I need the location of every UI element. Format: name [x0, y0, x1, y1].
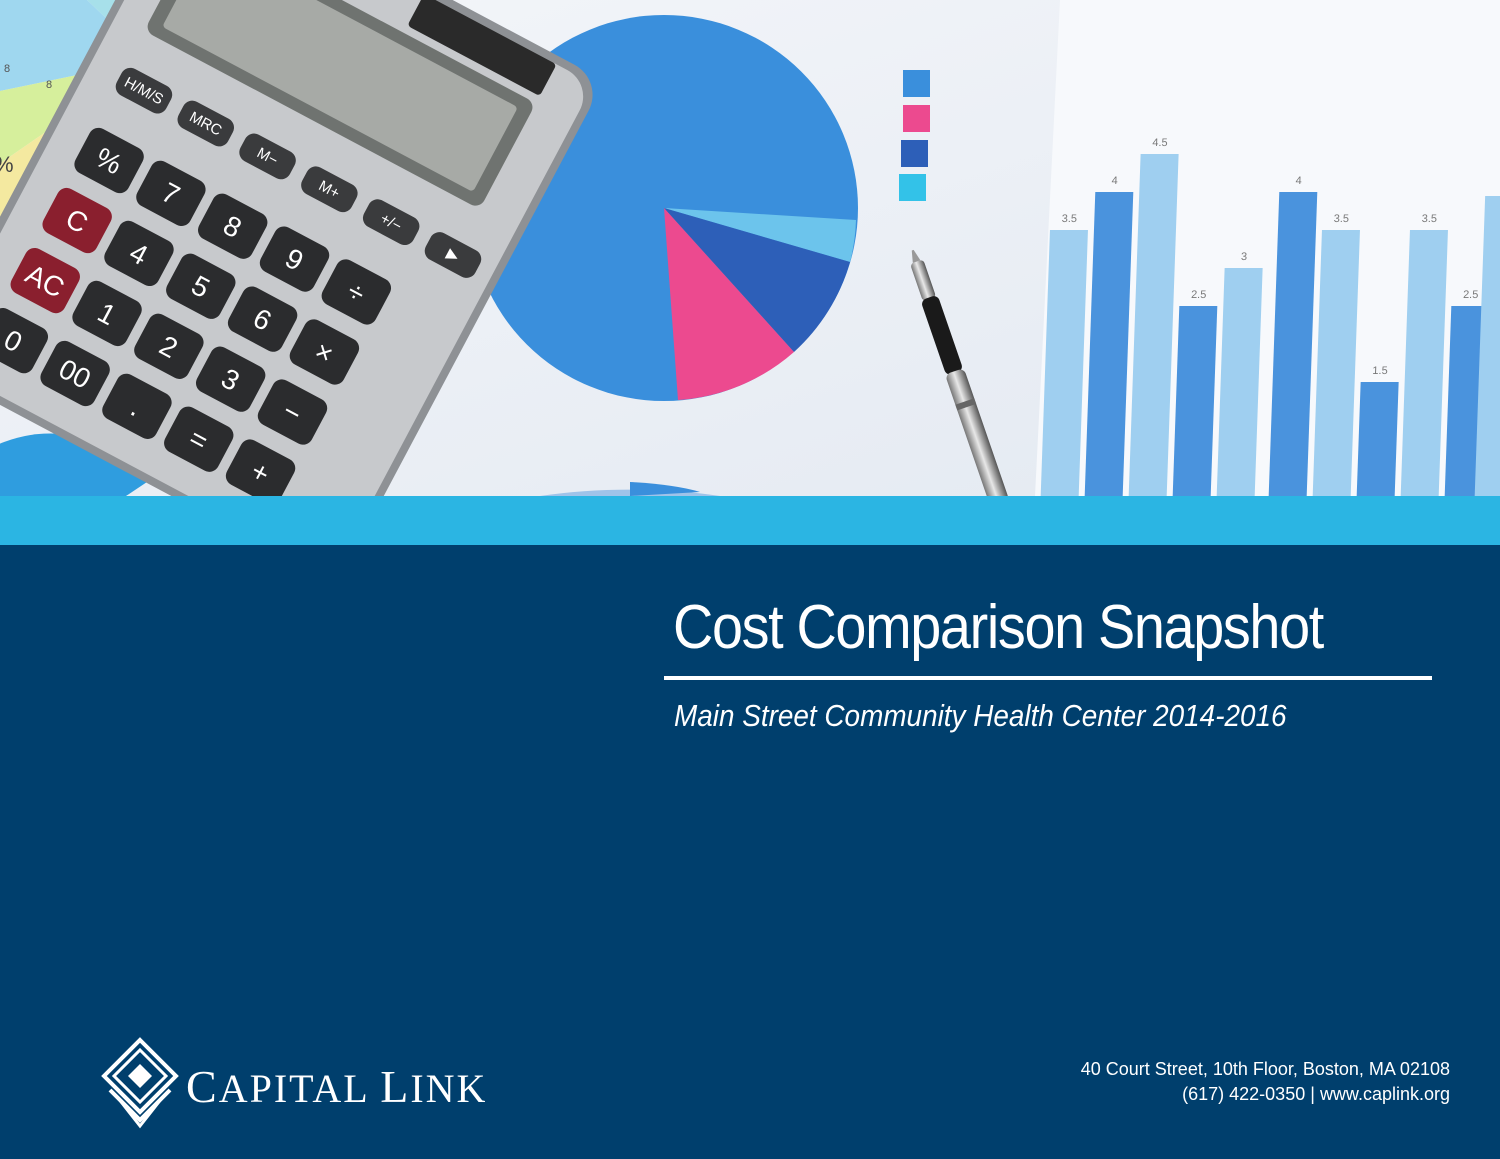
- bar: [1128, 154, 1179, 496]
- calculator-key: [164, 406, 234, 472]
- bar-value-label: 4: [1111, 175, 1118, 187]
- left-chart-label: %: [0, 152, 14, 177]
- page-title: Cost Comparison Snapshot: [673, 593, 1324, 662]
- bar-value-label: 3.5: [1333, 213, 1349, 225]
- bar: [1268, 192, 1318, 496]
- pie-slice-sky: [664, 208, 856, 262]
- calculator-key: [10, 247, 80, 314]
- bar: [1356, 382, 1399, 496]
- bar-value-label: 3: [1241, 251, 1248, 263]
- phone-number: (617) 422-0350: [1182, 1084, 1306, 1104]
- pie-slice-navy: [664, 208, 850, 352]
- bar: [1084, 192, 1134, 496]
- bar-value-label: 2.5: [1191, 289, 1207, 301]
- brand-name-part: C: [186, 1061, 219, 1112]
- calculator-key: [0, 307, 49, 374]
- pie-slice-pink: [664, 208, 794, 400]
- calculator-key: [259, 226, 330, 292]
- bar-value-label: 4: [1295, 175, 1302, 187]
- bar: [1400, 230, 1448, 496]
- calculator-key: [136, 160, 206, 226]
- calculator-key: [424, 232, 482, 278]
- bar: [1172, 306, 1218, 496]
- calculator-key: [166, 253, 236, 319]
- bar: [1216, 268, 1263, 496]
- capital-link-logo: CAPITAL LINK: [100, 1036, 520, 1132]
- calculator-key: [227, 286, 298, 352]
- diamond-logo-icon: [101, 1037, 179, 1129]
- calculator-key: [301, 166, 358, 213]
- brand-name-part: APITAL: [218, 1066, 369, 1111]
- website-link[interactable]: www.caplink.org: [1319, 1084, 1450, 1104]
- calculator-key: [115, 67, 173, 114]
- calculator-key: [225, 439, 296, 496]
- calculator-display: [163, 0, 517, 191]
- calculator-key: [195, 346, 266, 412]
- legend-swatch-navy: [901, 140, 928, 167]
- small-pie-slice: [0, 433, 150, 496]
- bar: [1474, 196, 1500, 496]
- legend-swatch-sky: [899, 174, 926, 201]
- calculator-key: [74, 127, 144, 194]
- bar-value-label: 2.5: [1463, 289, 1479, 301]
- bar-chart: 3.5 4 4.5 2.5 3 4 3.5 1.5 3.5 2.5: [1040, 137, 1500, 496]
- contact-info: 40 Court Street, 10th Floor, Boston, MA …: [1081, 1057, 1450, 1107]
- calculator-key: [362, 199, 420, 246]
- page-subtitle: Main Street Community Health Center 2014…: [674, 698, 1287, 733]
- calculator-key: [198, 193, 268, 259]
- calculator-key: [40, 340, 110, 407]
- accent-stripe: [0, 496, 1500, 545]
- contact-line: (617) 422-0350 | www.caplink.org: [1081, 1082, 1450, 1107]
- calculator-key: [289, 319, 360, 385]
- legend-swatch-blue: [903, 70, 930, 97]
- left-chart-label: 8: [4, 63, 10, 75]
- bar-value-label: 3.5: [1061, 213, 1077, 225]
- solar-panel: [408, 0, 556, 95]
- left-chart-label: 8: [46, 79, 52, 91]
- pie-legend: [899, 70, 930, 201]
- bar: [1040, 230, 1088, 496]
- brand-name-part: L: [380, 1061, 411, 1112]
- calculator-key: [239, 133, 296, 180]
- brand-name: CAPITAL LINK: [186, 1060, 487, 1113]
- partial-pie-slice: [630, 482, 700, 496]
- calculator-key: [42, 187, 112, 254]
- cover-panel: [0, 545, 1500, 1159]
- calculator-key: [257, 379, 328, 445]
- calculator-key: [104, 220, 174, 287]
- calculator-key: [134, 313, 204, 379]
- calculator-key: [177, 100, 235, 147]
- legend-swatch-pink: [903, 105, 930, 132]
- title-divider: [664, 676, 1432, 680]
- calculator-key: [102, 373, 172, 439]
- brand-name-part: INK: [410, 1066, 488, 1111]
- pen: [911, 249, 1008, 496]
- address-line: 40 Court Street, 10th Floor, Boston, MA …: [1080, 1059, 1450, 1079]
- bar: [1312, 230, 1360, 496]
- calculator-key: [321, 259, 392, 325]
- bar-value-label: 3.5: [1421, 213, 1437, 225]
- calculator-key: [72, 280, 142, 347]
- bar-value-label: 1.5: [1372, 365, 1388, 377]
- bar-value-label: 4.5: [1152, 137, 1168, 149]
- contact-separator: |: [1310, 1084, 1315, 1104]
